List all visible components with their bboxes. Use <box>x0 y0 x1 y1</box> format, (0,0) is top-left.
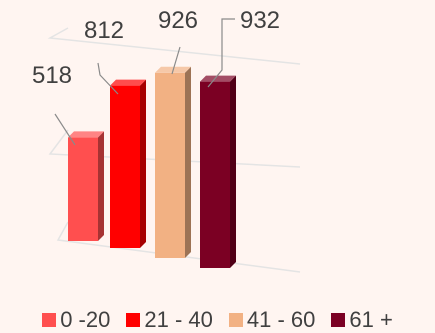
data-label: 926 <box>158 7 198 34</box>
legend-swatch <box>228 312 243 327</box>
legend-item: 0 -20 <box>42 307 110 333</box>
bar-top <box>110 79 146 86</box>
leader-line <box>207 18 235 88</box>
data-label: 518 <box>32 62 72 89</box>
bar-top <box>200 75 236 82</box>
bar-chart: 518 812 926 932 <box>32 7 301 273</box>
legend-swatch <box>126 312 141 327</box>
legend-swatch <box>42 312 57 327</box>
leader-line <box>97 62 119 95</box>
legend-swatch <box>331 312 346 327</box>
legend-label: 41 - 60 <box>246 306 316 332</box>
bar-front <box>110 85 140 248</box>
legend-item: 41 - 60 <box>228 306 316 333</box>
bar-front <box>155 72 185 258</box>
bar-front <box>68 137 98 241</box>
leader-lines <box>54 18 235 146</box>
legend-label: 21 - 40 <box>144 306 213 332</box>
data-label: 932 <box>240 7 280 34</box>
bar <box>110 79 146 248</box>
legend-item: 21 - 40 <box>126 307 213 333</box>
bar-front <box>200 81 230 268</box>
bar-side <box>140 79 146 248</box>
bar-side <box>98 131 104 241</box>
legend: 0 -20 21 - 40 41 - 60 61 + <box>0 307 435 332</box>
legend-label: 61 + <box>349 306 393 332</box>
leader-line <box>171 46 181 75</box>
bar-side <box>230 75 236 268</box>
gridline <box>47 27 301 65</box>
bar <box>155 66 191 258</box>
bar-side <box>185 66 191 258</box>
leader-line <box>54 113 76 146</box>
legend-item: 61 + <box>331 306 393 333</box>
legend-label: 0 -20 <box>60 306 111 332</box>
bar <box>68 131 104 241</box>
bar-top <box>68 131 104 138</box>
data-labels: 518 812 926 932 <box>32 7 280 89</box>
data-label: 812 <box>84 17 124 44</box>
bars <box>68 66 236 268</box>
bar <box>200 75 236 268</box>
